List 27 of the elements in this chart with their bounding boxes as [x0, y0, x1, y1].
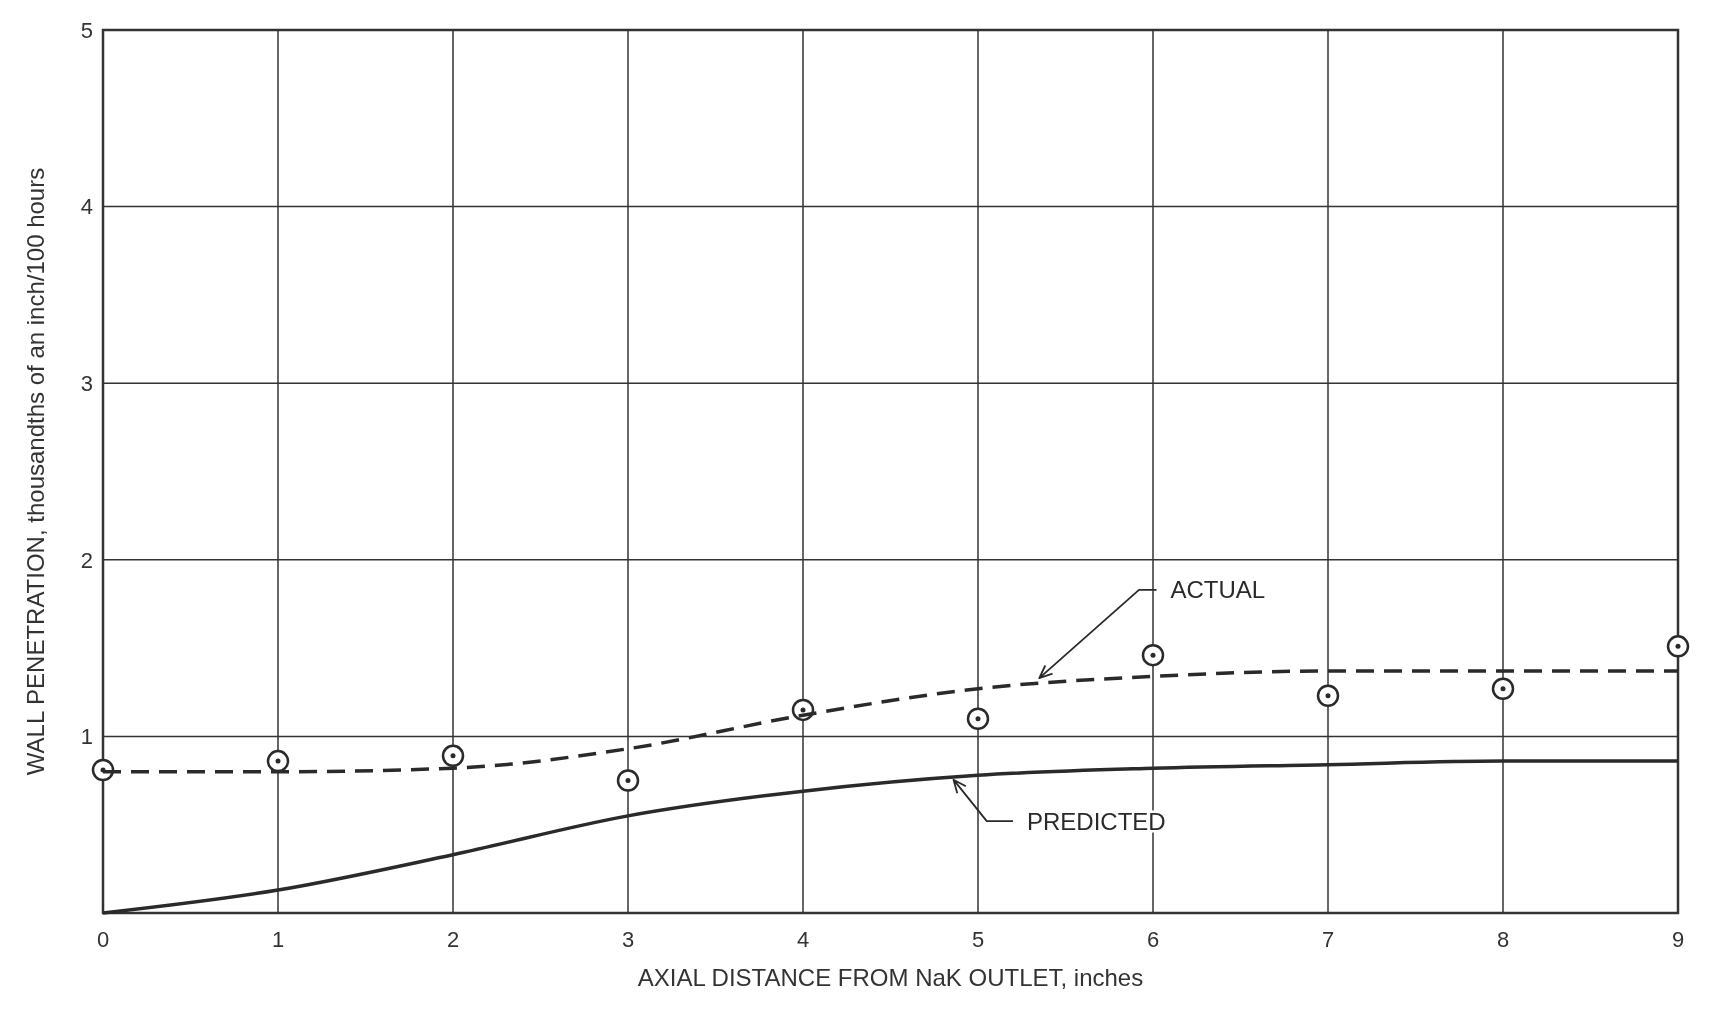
y-tick-label: 1	[80, 724, 93, 750]
x-tick-label: 0	[96, 927, 110, 952]
y-axis-title: WALL PENETRATION, thousandths of an inch/100 hours	[22, 167, 49, 776]
point	[441, 744, 465, 768]
point	[1316, 684, 1340, 708]
x-tick-label: 9	[1671, 927, 1685, 952]
x-tick-label: 6	[1146, 927, 1160, 952]
x-axis-title: AXIAL DISTANCE FROM NaK OUTLET, inches	[637, 964, 1144, 991]
y-tick-label: 2	[80, 547, 93, 573]
point	[266, 749, 290, 773]
point	[91, 758, 115, 782]
x-tick-label: 8	[1496, 927, 1510, 952]
y-tick-label: 4	[80, 194, 93, 220]
text: ACTUAL	[1170, 576, 1266, 604]
x-tick-label: 1	[271, 927, 285, 952]
x-tick-label: 3	[621, 927, 635, 952]
x-tick-label: 2	[446, 927, 460, 952]
point	[1666, 635, 1690, 658]
point	[966, 707, 990, 730]
y-tick-label: 5	[80, 17, 93, 43]
x-tick-label: 4	[796, 927, 810, 952]
y-tick-label: 3	[80, 370, 93, 396]
point	[1141, 643, 1165, 667]
point	[1491, 677, 1515, 700]
x-tick-label: 5	[971, 927, 985, 952]
point	[616, 769, 640, 792]
x-tick-label: 7	[1321, 927, 1335, 952]
